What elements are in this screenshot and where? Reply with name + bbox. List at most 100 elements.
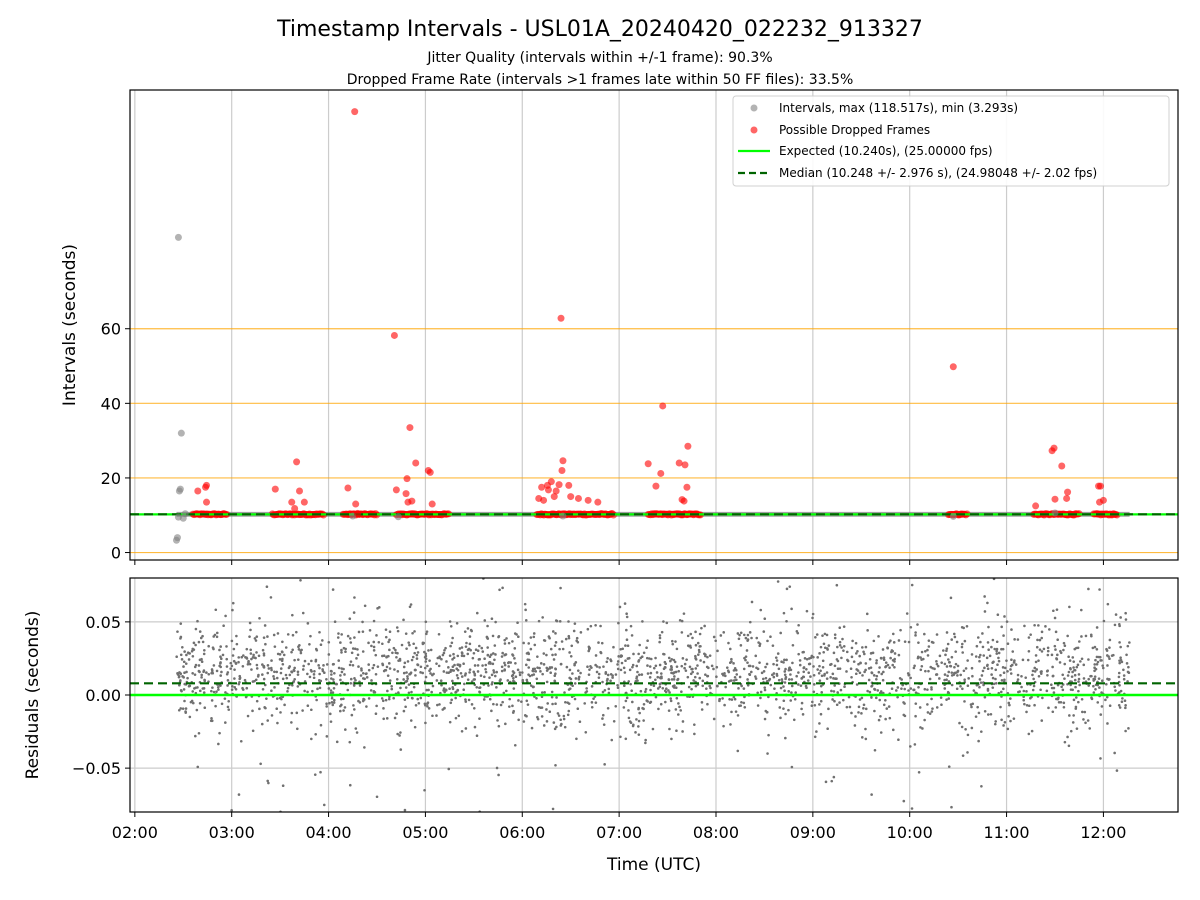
residual-point [947,658,950,661]
residual-point [874,696,878,700]
residual-point [1060,685,1063,689]
residual-point [530,561,533,564]
residual-point [573,663,576,667]
residual-point [1056,683,1060,687]
residual-point [983,610,987,613]
residual-point [879,656,883,660]
residual-point [727,641,730,645]
residual-point [337,632,340,635]
residual-point [381,662,384,666]
residual-point [948,664,952,668]
residual-point [363,746,366,749]
top-y-tick-label: 0 [111,544,121,563]
residual-point [978,685,981,689]
residual-point [197,664,201,667]
residual-point [1020,674,1023,678]
residual-point [1094,687,1097,691]
residual-point [503,669,506,672]
residual-point [947,670,951,674]
residual-point [1029,633,1032,636]
residual-point [637,652,640,656]
residual-point [914,634,917,637]
bottom-x-tick-label: 08:00 [693,823,739,842]
residual-point [697,648,701,652]
residual-point [435,679,439,682]
residual-point [791,643,795,647]
residual-point [538,666,541,670]
residual-point [475,611,479,615]
residual-point [854,652,858,655]
residual-point [662,652,665,656]
dropped-frame-point [344,484,352,492]
residual-point [575,636,579,640]
residual-point [842,649,845,652]
residual-point [850,675,853,679]
residual-point [491,662,495,666]
residual-point [318,686,322,690]
residual-point [537,619,541,623]
residual-point [198,658,202,662]
residual-point [669,665,673,668]
residual-point [995,652,999,655]
dropped-frame-point [557,314,565,322]
residual-point [1038,638,1042,642]
residual-point [219,655,222,659]
residual-point [281,657,284,661]
residual-point [188,652,191,655]
residual-point [981,632,984,635]
residual-point [348,617,352,621]
residual-point [197,731,201,735]
residual-point [658,685,662,689]
residual-point [981,645,985,649]
residual-point [762,630,766,633]
residual-point [393,716,397,720]
dropped-frame-point [683,483,691,491]
residual-point [854,672,858,676]
residual-point [696,641,700,645]
residual-point [435,714,438,717]
residual-point [1125,653,1128,657]
residual-point [559,662,563,666]
residual-point [652,684,656,688]
residual-point [743,656,746,660]
residual-point [1037,674,1041,678]
residual-point [694,684,698,688]
residual-point [493,644,497,647]
residual-point [730,657,733,661]
residual-point [1048,628,1051,631]
residual-point [475,734,479,738]
residual-point [308,675,312,679]
residual-point [912,666,916,670]
residual-point [577,678,581,681]
residual-point [218,664,221,668]
residual-point [302,664,305,668]
residual-point [1034,654,1038,657]
residual-point [486,646,489,649]
residual-point [611,676,614,679]
residual-point [784,667,787,671]
residual-point [797,652,800,656]
residual-point [449,624,453,628]
residual-point [955,640,959,644]
residual-point [1066,735,1069,739]
residual-point [344,650,347,654]
residual-point [877,670,881,674]
residual-point [664,690,668,694]
residual-point [624,644,627,647]
residual-point [1061,688,1065,692]
residual-point [767,695,770,699]
residual-point [1031,673,1034,677]
residual-point [935,633,939,636]
residual-point [1077,700,1080,704]
residual-point [914,714,917,718]
residual-point [297,648,301,651]
residual-point [1044,625,1047,628]
residual-point [1050,683,1053,687]
residual-point [785,587,789,591]
legend-entry: Intervals, max (118.517s), min (3.293s) [779,101,1018,115]
residual-point [635,675,639,678]
residual-point [683,666,686,670]
residual-point [612,645,615,649]
residual-point [811,616,814,620]
residual-point [862,707,865,710]
